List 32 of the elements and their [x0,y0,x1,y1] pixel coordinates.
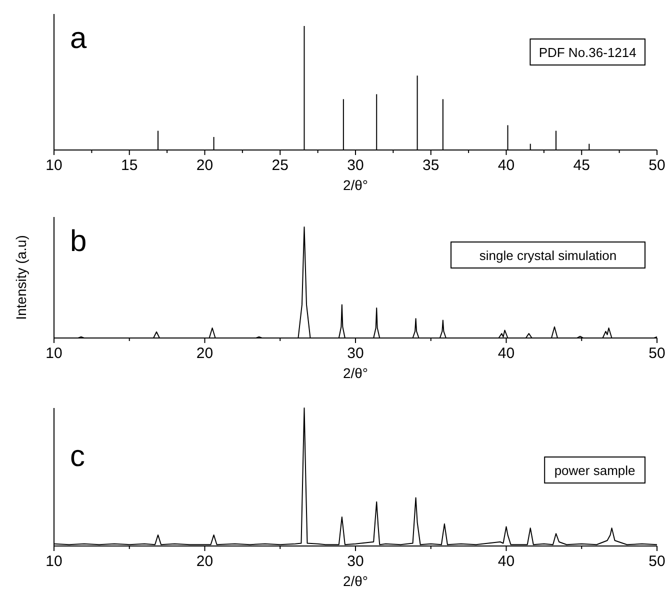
x-tick-label: 40 [498,553,515,570]
annotation: PDF No.36-1214 [538,45,636,60]
x-tick-label: 20 [196,157,214,174]
x-tick-label: 30 [347,157,364,174]
x-tick-label: 45 [573,157,590,174]
x-tick-label: 50 [648,157,666,174]
annotation: b [70,225,87,258]
x-tick-label: 50 [648,553,666,570]
x-tick-label: 35 [422,157,440,174]
x-tick-label: 50 [648,345,666,362]
x-tick-label: 10 [46,157,62,174]
x-tick-label: 20 [196,553,214,570]
x-axis-title: 2/θ° [342,573,368,589]
x-tick-label: 10 [46,553,62,570]
annotation: power sample [554,463,636,478]
x-axis-title: 2/θ° [342,365,368,381]
x-axis-title: 2/θ° [342,177,368,193]
text-box: power sample [544,456,646,484]
annotation: c [70,440,85,473]
x-tick-label: 30 [347,553,364,570]
y-axis-title: Intensity (a.u) [13,235,29,320]
x-tick-label: 15 [121,157,138,174]
text-box: PDF No.36-1214 [530,38,646,66]
x-tick-label: 10 [46,345,62,362]
text-box: single crystal simulation [450,242,646,268]
x-tick-label: 40 [498,157,515,174]
annotation: single crystal simulation [479,248,617,263]
x-tick-label: 30 [347,345,364,362]
x-tick-label: 40 [498,345,515,362]
x-tick-label: 20 [196,345,214,362]
x-tick-label: 25 [272,157,288,174]
annotation: a [70,22,87,55]
